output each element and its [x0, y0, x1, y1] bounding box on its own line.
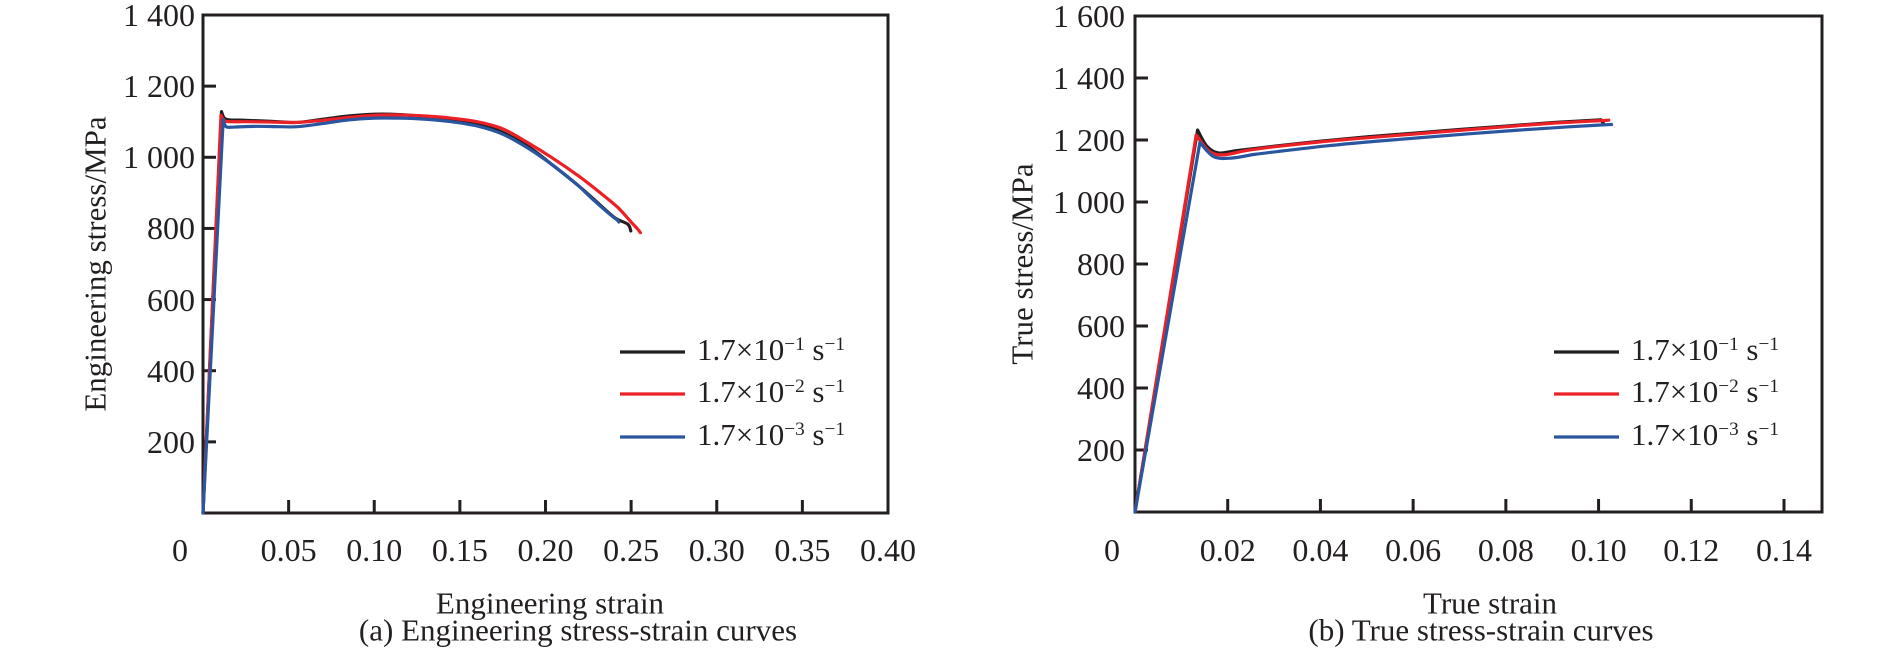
- x-tick-label: 0.15: [431, 532, 488, 568]
- legend-unit-exponent: −1: [1758, 419, 1779, 441]
- y-axis-title: True stress/MPa: [1004, 163, 1040, 365]
- legend-unit-exponent: −1: [824, 376, 845, 398]
- x-tick-label: 0.05: [260, 532, 317, 568]
- y-tick-label: 1 000: [1053, 184, 1125, 220]
- x-tick-label: 0.40: [860, 532, 916, 568]
- legend-rate-value: 1.7×10: [1631, 417, 1719, 452]
- x-tick-label: 0.06: [1385, 532, 1442, 568]
- y-tick-label: 800: [1077, 246, 1125, 282]
- legend-unit: s: [1738, 374, 1759, 409]
- x-tick-label: 0.10: [346, 532, 403, 568]
- legend-rate-value: 1.7×10: [697, 332, 785, 367]
- legend-label-3: 1.7×10−3 s−1: [697, 419, 845, 455]
- y-tick-label: 400: [1077, 370, 1125, 406]
- y-tick-label: 1 000: [123, 139, 195, 176]
- origin-tick-label: 0: [172, 532, 188, 568]
- curve-series-2: [1133, 118, 1611, 514]
- curve-series-1: [201, 110, 633, 515]
- y-tick-label: 1 400: [1053, 60, 1125, 96]
- legend-rate-exponent: −1: [784, 334, 805, 356]
- x-tick-label: 0.25: [603, 532, 660, 568]
- legend-rate-value: 1.7×10: [1631, 332, 1719, 367]
- y-tick-label: 200: [1077, 432, 1125, 468]
- x-tick-label: 0.35: [774, 532, 831, 568]
- y-tick-label: 800: [147, 210, 195, 247]
- legend-unit-exponent: −1: [824, 419, 845, 441]
- legend-unit: s: [804, 374, 825, 409]
- y-tick-label: 1 200: [123, 68, 195, 105]
- legend-unit: s: [1738, 417, 1759, 452]
- x-tick-label: 0.12: [1663, 532, 1720, 568]
- y-tick-label: 600: [1077, 308, 1125, 344]
- y-tick-label: 200: [147, 423, 195, 460]
- panel-caption: (a) Engineering stress-strain curves: [358, 612, 798, 648]
- x-tick-label: 0.14: [1755, 532, 1812, 568]
- legend-rate-value: 1.7×10: [1631, 374, 1719, 409]
- legend-rate-exponent: −2: [1718, 376, 1739, 398]
- panel-caption: (b) True stress-strain curves: [1308, 612, 1654, 648]
- x-tick-label: 0.10: [1570, 532, 1627, 568]
- y-tick-label: 600: [147, 281, 195, 318]
- x-tick-label: 0.30: [688, 532, 745, 568]
- y-axis-title: Engineering stress/MPa: [77, 116, 113, 412]
- curve-series-3: [201, 116, 621, 515]
- panel-b: True stress/MPa True strain (b) True str…: [945, 0, 1890, 654]
- y-tick-label: 1 200: [1053, 122, 1125, 158]
- legend-rate-exponent: −1: [1718, 334, 1739, 356]
- x-axis-title: True strain: [1422, 585, 1558, 621]
- legend-label-1: 1.7×10−1 s−1: [1631, 334, 1779, 370]
- legend-rate-exponent: −3: [784, 419, 805, 441]
- legend-unit-exponent: −1: [1758, 334, 1779, 356]
- legend-label-2: 1.7×10−2 s−1: [697, 376, 845, 412]
- legend-unit: s: [804, 417, 825, 452]
- y-tick-label: 1 400: [123, 0, 195, 33]
- curve-series-2: [201, 113, 642, 515]
- x-tick-label: 0.02: [1199, 532, 1256, 568]
- plot-area-true: [1133, 14, 1824, 514]
- curve-series-1: [1133, 118, 1606, 514]
- legend-unit-exponent: −1: [1758, 376, 1779, 398]
- x-tick-label: 0.20: [517, 532, 574, 568]
- plot-area-engineering: [201, 13, 890, 515]
- legend-label-3: 1.7×10−3 s−1: [1631, 419, 1779, 455]
- legend-unit: s: [1738, 332, 1759, 367]
- legend-rate-value: 1.7×10: [697, 374, 785, 409]
- x-axis-title: Engineering strain: [435, 585, 665, 621]
- legend-unit: s: [804, 332, 825, 367]
- curve-series-3: [1133, 122, 1614, 514]
- y-tick-label: 400: [147, 352, 195, 389]
- y-tick-label: 1 600: [1053, 0, 1125, 34]
- x-tick-label: 0.08: [1477, 532, 1534, 568]
- legend-rate-value: 1.7×10: [697, 417, 785, 452]
- legend-label-1: 1.7×10−1 s−1: [697, 334, 845, 370]
- origin-tick-label: 0: [1104, 532, 1120, 568]
- x-tick-label: 0.04: [1292, 532, 1349, 568]
- legend-label-2: 1.7×10−2 s−1: [1631, 376, 1779, 412]
- legend-rate-exponent: −2: [784, 376, 805, 398]
- legend-rate-exponent: −3: [1718, 419, 1739, 441]
- panel-a: Engineering stress/MPa Engineering strai…: [77, 0, 917, 648]
- legend-unit-exponent: −1: [824, 334, 845, 356]
